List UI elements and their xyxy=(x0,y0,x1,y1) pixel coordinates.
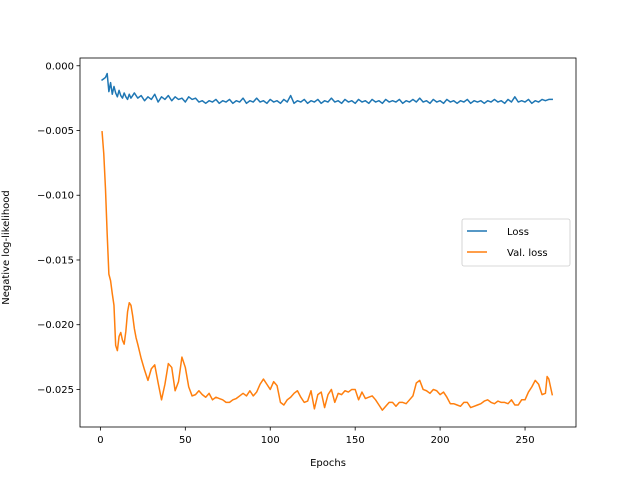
axes: 0 50 100 150 200 250 0.000 −0.005 −0.010 −0.015 −0… xyxy=(1,57,577,469)
y-tick-label: −0.005 xyxy=(37,126,74,137)
y-tick-label: −0.015 xyxy=(37,255,74,266)
legend: Loss Val. loss xyxy=(461,218,571,267)
x-tick-label: 150 xyxy=(346,435,365,446)
axes-frame xyxy=(79,57,577,428)
y-axis-label: Negative log-likelihood xyxy=(1,190,12,305)
x-axis-label: Epochs xyxy=(310,458,346,469)
legend-label: Val. loss xyxy=(507,248,548,259)
x-tick-label: 50 xyxy=(179,435,192,446)
series-line-loss xyxy=(101,72,553,105)
series-line-val-loss xyxy=(101,130,554,411)
plot-area xyxy=(101,72,554,411)
y-tick-label: 0.000 xyxy=(45,61,74,72)
y-tick-label: −0.010 xyxy=(37,191,74,202)
y-tick-label: −0.025 xyxy=(37,385,74,396)
x-tick-label: 0 xyxy=(97,435,103,446)
x-tick-label: 250 xyxy=(515,435,534,446)
x-tick-label: 200 xyxy=(431,435,450,446)
y-tick-label: −0.020 xyxy=(37,320,74,331)
x-tick-label: 100 xyxy=(261,435,280,446)
legend-box xyxy=(461,218,571,267)
legend-label: Loss xyxy=(507,227,529,238)
